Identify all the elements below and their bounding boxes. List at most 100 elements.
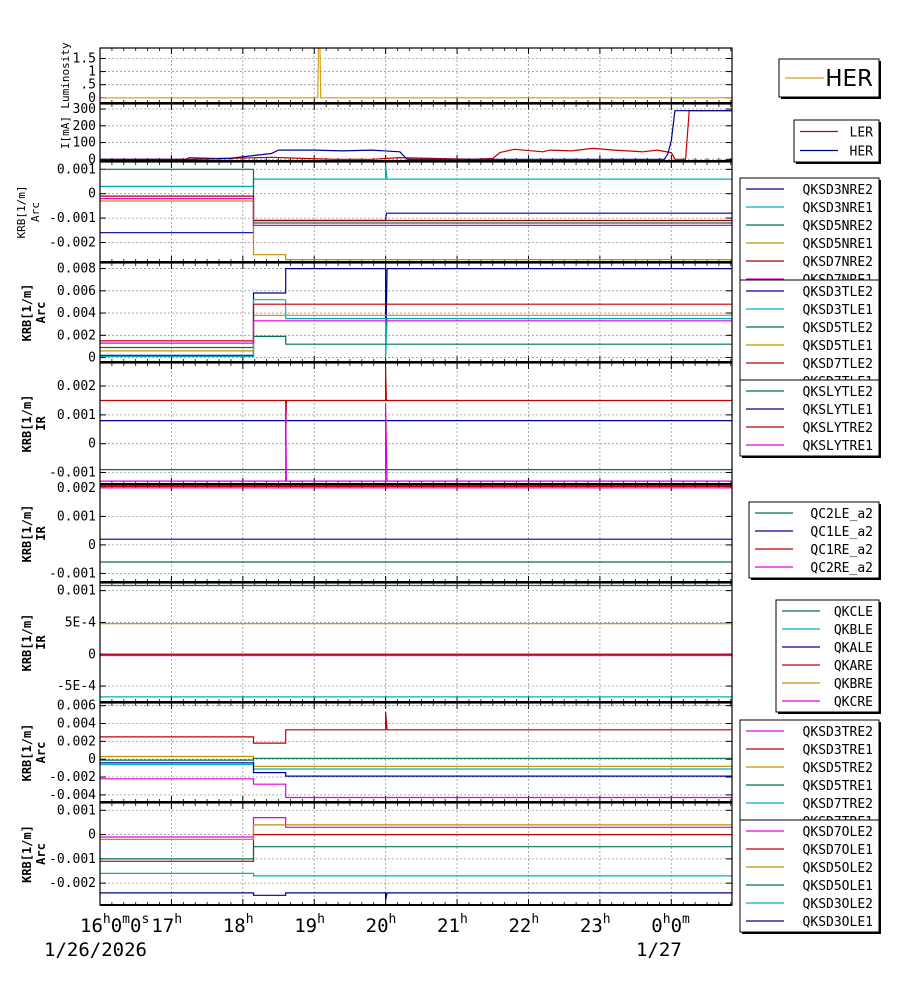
y-axis-label: KRB[1/m]	[20, 724, 34, 782]
x-tick-label: 20h	[366, 912, 397, 937]
legend-label: QKBRE	[834, 677, 873, 692]
y-tick-label: -0.002	[49, 876, 96, 891]
x-tick-label: 16h0m0s	[80, 912, 149, 937]
y-tick-label: -0.002	[49, 770, 96, 785]
legend: QC2LE_a2 QC1LE_a2 QC1RE_a2 QC2RE_a2	[748, 501, 881, 580]
y-tick-label: 0	[88, 351, 96, 366]
legend-label: QKSD5TRE1	[803, 779, 873, 794]
y-tick-label: -0.001	[49, 566, 96, 581]
legend: HER	[778, 58, 881, 99]
legend: QKSD3TRE2 QKSD3TRE1 QKSD5TRE2 QKSD5TRE1 QKSD…	[739, 719, 881, 834]
y-tick-label: 0	[88, 538, 96, 553]
series-line-LER	[100, 110, 732, 160]
y-axis-label: KRB[1/m]	[15, 186, 28, 239]
panel-7: -5E-4 0 5E-4 0.001 KRB[1/m] IR QKCLE QKBLE QKALE…	[20, 582, 881, 714]
x-tick-label: 22h	[508, 912, 539, 937]
series-line-QKSD5OLE2	[100, 824, 732, 840]
x-tick-label: 21h	[437, 912, 468, 937]
y-tick-label: 0	[88, 187, 96, 202]
legend-label: QKSD7TLE2	[803, 357, 873, 372]
y-tick-label: 0.008	[57, 262, 96, 277]
y-tick-label: 0.001	[57, 803, 96, 818]
y-tick-label: 200	[73, 119, 96, 134]
y-tick-label: 1	[88, 65, 96, 80]
legend-label: QKSLYTLE2	[803, 385, 873, 400]
legend-label: QKSD3OLE1	[803, 915, 873, 930]
y-tick-label: 0.006	[57, 284, 96, 299]
y-tick-label: 0	[88, 152, 96, 167]
y-tick-label: -0.004	[49, 788, 96, 803]
series-line-QKSD5OLE1	[100, 846, 732, 860]
series-line-QKSD3TRE1	[100, 711, 732, 744]
y-axis-label-secondary: Arc	[34, 843, 48, 865]
y-tick-label: 0.001	[57, 584, 96, 599]
legend-label: QKARE	[834, 659, 873, 674]
legend-label: QC2RE_a2	[810, 561, 873, 576]
y-tick-label: 0	[88, 91, 96, 106]
x-tick-label: 19h	[294, 912, 325, 937]
panel-6: -0.001 0 0.001 0.002 KRB[1/m] IR QC2LE_a2 QC1LE…	[20, 481, 881, 583]
y-axis-label: KRB[1/m]	[20, 505, 34, 563]
legend-label: QKSD7NRE2	[803, 255, 873, 270]
legend: QKSD3TLE2 QKSD3TLE1 QKSD5TLE2 QKSD5TLE1 QKSD…	[739, 279, 881, 394]
y-tick-label: -0.002	[49, 235, 96, 250]
plot-area	[100, 583, 732, 702]
legend-label: QKSD3TLE1	[803, 303, 873, 318]
y-axis-label-secondary: Arc	[34, 302, 48, 324]
series-line-QKSD7TLE1	[100, 320, 732, 344]
legend-label: QKSLYTRE2	[803, 421, 873, 436]
legend-label: QKSD3NRE1	[803, 201, 873, 216]
series-line-QKSD5TRE2	[100, 755, 732, 767]
panel-4: 0 0.002 0.004 0.006 0.008 KRB[1/m] Arc QKSD3TLE…	[20, 262, 881, 394]
x-tick-label: 17h	[151, 912, 182, 937]
y-tick-label: 5E-4	[65, 615, 96, 630]
y-tick-label: 0.006	[57, 699, 96, 714]
y-tick-label: 0	[88, 647, 96, 662]
legend-label: QC1RE_a2	[810, 543, 873, 558]
legend-label: QKSD3TRE1	[803, 743, 873, 758]
series-line-QKSD5TLE2	[100, 335, 732, 349]
series-line-QKSD7OLE2	[100, 817, 732, 838]
legend-label: QKSD5TLE1	[803, 339, 873, 354]
legend-label: QKSD3NRE2	[803, 183, 873, 198]
y-axis-label-secondary: Arc	[34, 742, 48, 764]
y-tick-label: 1.5	[73, 51, 96, 66]
y-tick-label: -0.001	[49, 211, 96, 226]
legend-label: QKSD7OLE1	[803, 843, 873, 858]
y-axis-label-secondary: Arc	[29, 202, 42, 222]
x-axis-labels: 16h0m0s 17h 18h 19h 20h 21h 22h 23h 0h0m 1/26/202…	[44, 912, 690, 961]
legend-label: QKSD5TRE2	[803, 761, 873, 776]
series-line-QKSD5NRE1	[100, 200, 732, 261]
legend-label: QKSLYTLE1	[803, 403, 873, 418]
legend-label: QKCRE	[834, 695, 873, 710]
series-line-QKSD3OLE2	[100, 872, 732, 877]
y-tick-label: -0.001	[49, 465, 96, 480]
plot-area	[100, 48, 732, 103]
legend-label: HER	[825, 66, 873, 92]
y-axis-label: KRB[1/m]	[20, 825, 34, 883]
y-tick-label: 100	[73, 136, 96, 151]
legend-label: LER	[850, 126, 874, 141]
series-line-QKSD3OLE1	[100, 892, 732, 901]
legend-label: QKSD7TRE2	[803, 797, 873, 812]
legend-label: QKSD3TLE2	[803, 285, 873, 300]
y-tick-label: 0.001	[57, 509, 96, 524]
plot-area	[100, 363, 732, 484]
series-line-QKSLYTRE1	[100, 403, 732, 482]
legend-label: QKSD7OLE2	[803, 825, 873, 840]
series-line-QKSD3TRE2	[100, 778, 732, 799]
legend-label: QKSD3TRE2	[803, 725, 873, 740]
y-axis-label: KRB[1/m]	[20, 614, 34, 672]
plot-area	[100, 703, 732, 802]
x-tick-label: 0h0m	[651, 912, 690, 937]
legend-label: QKSD5OLE1	[803, 879, 873, 894]
y-tick-label: 0	[88, 828, 96, 843]
y-tick-label: 0.004	[57, 717, 96, 732]
y-tick-label: 0	[88, 752, 96, 767]
series-line-HER	[100, 48, 732, 99]
y-axis-label: KRB[1/m]	[20, 395, 34, 453]
legend-label: QKSD5TLE2	[803, 321, 873, 336]
legend: QKCLE QKBLE QKALE QKARE QKBRE QKCRE	[775, 599, 881, 714]
